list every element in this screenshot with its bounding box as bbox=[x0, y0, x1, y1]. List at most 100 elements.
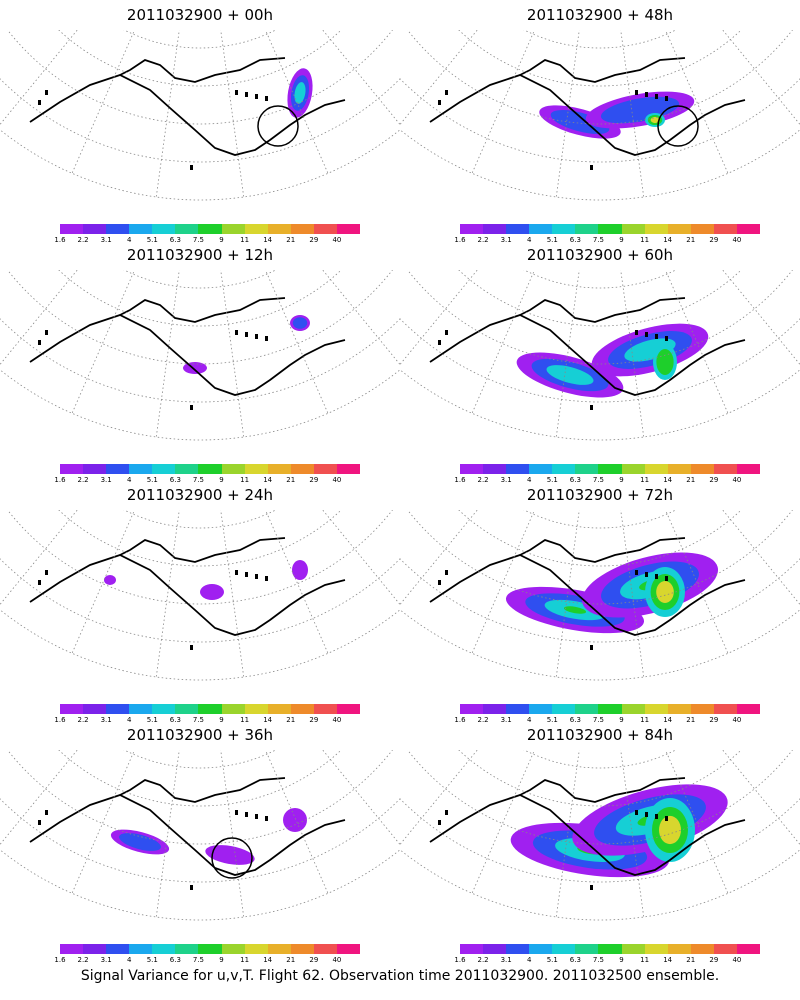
colorbar bbox=[60, 224, 361, 234]
observation-circle bbox=[657, 105, 699, 147]
colorbar-tick-label: 11 bbox=[640, 956, 650, 964]
colorbar-ticks: 1.6 2.2 3.1 4 5.1 6.3 7.5 9 11 14 21 29 40 bbox=[54, 236, 360, 246]
island bbox=[635, 570, 638, 575]
meridian-line bbox=[0, 510, 94, 544]
colorbar-tick-label: 9 bbox=[619, 956, 624, 964]
latitude-line bbox=[400, 369, 800, 441]
colorbar-segment bbox=[152, 224, 176, 234]
colorbar-tick-label: 40 bbox=[732, 236, 742, 244]
colorbar-tick-label: 11 bbox=[640, 236, 650, 244]
latitude-line bbox=[58, 30, 342, 87]
colorbar-segment bbox=[290, 944, 314, 954]
island bbox=[655, 574, 658, 579]
island bbox=[265, 96, 268, 101]
colorbar-segment bbox=[667, 704, 691, 714]
latitude-line bbox=[0, 849, 400, 921]
colorbar-segment bbox=[336, 944, 361, 954]
colorbar-tick-label: 11 bbox=[240, 956, 250, 964]
island bbox=[38, 820, 41, 825]
colorbar-segment bbox=[290, 704, 314, 714]
island bbox=[45, 570, 48, 575]
colorbar-segment bbox=[529, 464, 553, 474]
colorbar-tick-label: 40 bbox=[332, 956, 342, 964]
colorbar-tick-label: 2.2 bbox=[77, 476, 89, 484]
latitude-line bbox=[400, 849, 800, 921]
island bbox=[255, 334, 258, 339]
colorbar-tick-label: 1.6 bbox=[54, 956, 66, 964]
island bbox=[665, 576, 668, 581]
latitude-line bbox=[7, 750, 393, 845]
colorbar-tick-label: 9 bbox=[619, 476, 624, 484]
meridian-line bbox=[471, 750, 535, 894]
colorbar-tick-label: 9 bbox=[619, 236, 624, 244]
meridian-line bbox=[471, 270, 535, 414]
island bbox=[665, 816, 668, 821]
colorbar-tick-label: 11 bbox=[240, 716, 250, 724]
colorbar-tick-label: 40 bbox=[732, 716, 742, 724]
colorbar-segment bbox=[175, 224, 199, 234]
meridian-line bbox=[400, 510, 494, 544]
island bbox=[235, 570, 238, 575]
variance-patch bbox=[563, 606, 587, 614]
island bbox=[665, 336, 668, 341]
meridian-line bbox=[0, 270, 94, 304]
forecast-panel-24h: 2011032900 + 24h 1.6 2.2 3.1 4 5.1 6.3 7.5 9 11 14… bbox=[0, 480, 400, 724]
colorbar-tick-label: 29 bbox=[309, 236, 319, 244]
island bbox=[45, 810, 48, 815]
island bbox=[635, 810, 638, 815]
coastline bbox=[519, 777, 686, 803]
colorbar-segment bbox=[713, 464, 737, 474]
colorbar-tick-label: 11 bbox=[240, 476, 250, 484]
colorbar-tick-label: 5.1 bbox=[546, 476, 558, 484]
colorbar-segment bbox=[460, 704, 484, 714]
colorbar-segment bbox=[736, 464, 761, 474]
colorbar-segment bbox=[336, 224, 361, 234]
meridian-line bbox=[155, 750, 180, 918]
latitude-line bbox=[458, 30, 742, 87]
island bbox=[635, 90, 638, 95]
colorbar-tick-label: 5.1 bbox=[146, 716, 158, 724]
meridian-line bbox=[322, 750, 400, 846]
colorbar-segment bbox=[690, 224, 714, 234]
colorbar-tick-label: 21 bbox=[686, 716, 696, 724]
colorbar-tick-label: 3.1 bbox=[100, 476, 112, 484]
island bbox=[245, 92, 248, 97]
forecast-panel-12h: 2011032900 + 12h 1.6 2.2 3.1 4 5.1 6.3 7.5 9 11 14… bbox=[0, 240, 400, 484]
colorbar-segment bbox=[621, 224, 645, 234]
colorbar-segment bbox=[644, 464, 668, 474]
island bbox=[255, 814, 258, 819]
meridian-line bbox=[400, 750, 494, 784]
meridian-line bbox=[220, 30, 245, 198]
colorbar-segment bbox=[290, 464, 314, 474]
colorbar-segment bbox=[106, 704, 130, 714]
colorbar-segment bbox=[129, 464, 153, 474]
colorbar-segment bbox=[244, 224, 268, 234]
colorbar-tick-label: 40 bbox=[332, 716, 342, 724]
colorbar bbox=[60, 464, 361, 474]
island bbox=[265, 336, 268, 341]
colorbar-tick-label: 3.1 bbox=[500, 476, 512, 484]
island bbox=[655, 334, 658, 339]
colorbar-tick-label: 2.2 bbox=[477, 476, 489, 484]
colorbar-segment bbox=[575, 944, 599, 954]
island bbox=[235, 90, 238, 95]
colorbar-segment bbox=[129, 704, 153, 714]
colorbar-tick-label: 1.6 bbox=[454, 476, 466, 484]
meridian-line bbox=[71, 30, 135, 174]
colorbar-tick-label: 11 bbox=[640, 716, 650, 724]
colorbar-tick-label: 14 bbox=[663, 476, 673, 484]
colorbar-tick-label: 9 bbox=[619, 716, 624, 724]
colorbar-tick-label: 4 bbox=[526, 476, 532, 484]
colorbar-ticks: 1.6 2.2 3.1 4 5.1 6.3 7.5 9 11 14 21 29 40 bbox=[54, 956, 360, 966]
latitude-line bbox=[523, 30, 677, 49]
meridian-line bbox=[265, 510, 329, 654]
panel-title: 2011032900 + 36h bbox=[126, 726, 274, 744]
colorbar-segment bbox=[198, 224, 222, 234]
colorbar-tick-label: 40 bbox=[332, 236, 342, 244]
colorbar-tick-label: 6.3 bbox=[169, 236, 181, 244]
colorbar-ticks: 1.6 2.2 3.1 4 5.1 6.3 7.5 9 11 14 21 29 40 bbox=[454, 476, 760, 486]
colorbar-segment bbox=[506, 944, 530, 954]
forecast-panel-60h: 2011032900 + 60h 1.6 2.2 3.1 4 5.1 6.3 7.5 9 11 14… bbox=[400, 240, 800, 484]
latitude-line bbox=[58, 510, 342, 567]
island bbox=[190, 645, 193, 650]
